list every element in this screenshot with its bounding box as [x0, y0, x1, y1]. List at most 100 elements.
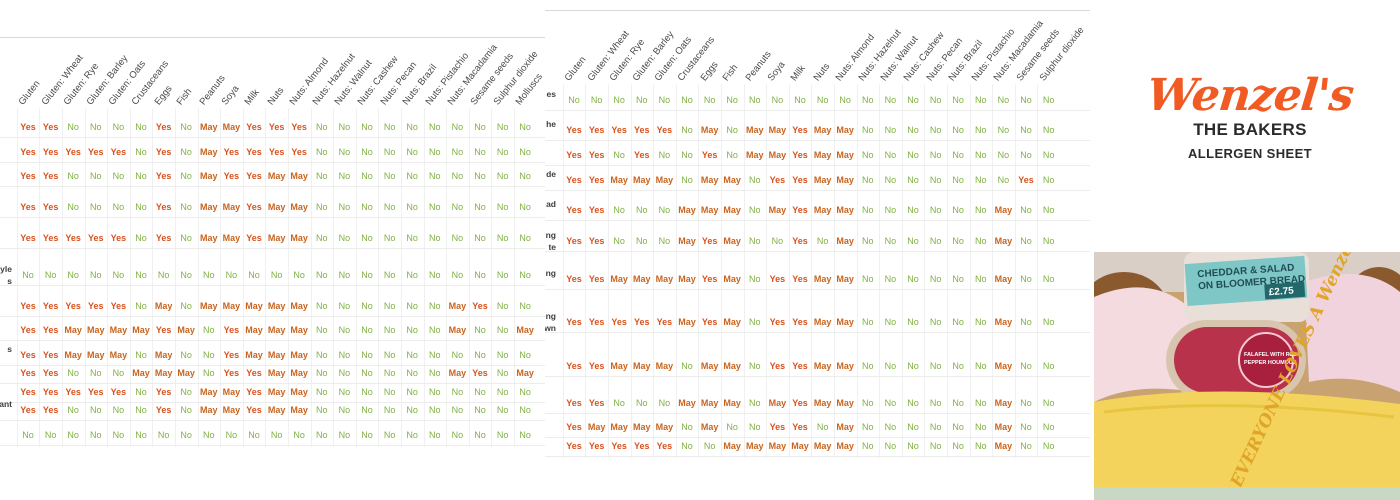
allergen-cell: May [154, 301, 173, 311]
column-divider [1037, 84, 1039, 458]
allergen-cell: Yes [20, 301, 36, 311]
allergen-cell: No [180, 430, 192, 440]
allergen-cell: No [952, 95, 964, 105]
allergen-cell: May [655, 361, 674, 371]
column-header: Fish [720, 62, 741, 84]
table-row-divider [545, 332, 1090, 333]
allergen-cell: No [316, 387, 328, 397]
allergen-cell: May [290, 233, 308, 243]
allergen-cell: No [383, 325, 396, 335]
allergen-cell: No [636, 205, 648, 215]
allergen-cell: No [44, 270, 57, 280]
allergen-cell: No [929, 274, 942, 284]
column-divider [152, 108, 154, 447]
allergen-cell: No [429, 405, 441, 415]
allergen-cell: May [290, 405, 308, 415]
row-label: ing wn [545, 311, 556, 333]
allergen-cell: No [429, 202, 441, 212]
allergen-cell: May [655, 175, 674, 185]
allergen-cell: No [451, 350, 464, 360]
allergen-cell: No [112, 270, 125, 280]
allergen-cell: No [658, 150, 671, 160]
allergen-cell: Yes [110, 147, 127, 157]
column-divider [84, 108, 86, 447]
allergen-cell: Yes [42, 122, 59, 132]
allergen-cell: Yes [588, 150, 605, 160]
allergen-cell: No [383, 301, 396, 311]
allergen-cell: May [994, 236, 1013, 246]
allergen-cell: No [794, 95, 806, 105]
allergen-cell: No [1042, 175, 1055, 185]
allergen-cell: May [132, 325, 150, 335]
allergen-cell: No [338, 325, 351, 335]
allergen-cell: No [862, 236, 874, 246]
allergen-cell: No [975, 274, 987, 284]
allergen-cell: No [406, 430, 418, 440]
allergen-cell: Yes [792, 361, 808, 371]
allergen-cell: Yes [42, 405, 59, 415]
allergen-cell: No [1020, 441, 1032, 451]
allergen-cell: No [429, 171, 441, 181]
allergen-cell: May [813, 150, 832, 160]
allergen-cell: No [22, 430, 34, 440]
allergen-cell: No [975, 236, 987, 246]
allergen-cell: No [726, 150, 738, 160]
column-divider [833, 84, 835, 458]
allergen-cell: Yes [88, 147, 104, 157]
allergen-cell: Yes [588, 205, 605, 215]
allergen-cell: No [862, 398, 874, 408]
allergen-cell: May [516, 368, 534, 378]
allergen-cell: No [406, 202, 418, 212]
allergen-cell: No [383, 202, 396, 212]
allergen-cell: No [451, 430, 464, 440]
table-row-divider [0, 137, 545, 138]
allergen-cell: No [383, 122, 396, 132]
allergen-cell: No [429, 122, 441, 132]
column-divider [585, 84, 587, 458]
allergen-cell: No [862, 175, 874, 185]
allergen-cell: Yes [792, 274, 808, 284]
allergen-cell: Yes [110, 387, 127, 397]
allergen-cell: No [929, 205, 942, 215]
allergen-cell: No [496, 122, 509, 132]
table-row-divider [545, 413, 1090, 414]
allergen-cell: No [180, 122, 192, 132]
allergen-cell: No [658, 95, 671, 105]
allergen-cell: No [658, 398, 671, 408]
allergen-cell: No [681, 150, 693, 160]
allergen-cell: No [293, 270, 305, 280]
table-row-divider [0, 340, 545, 341]
allergen-cell: May [222, 122, 241, 132]
allergen-cell: May [200, 171, 218, 181]
allergen-cell: Yes [634, 317, 650, 327]
allergen-cell: May [177, 325, 195, 335]
allergen-cell: No [361, 325, 373, 335]
allergen-cell: No [338, 350, 351, 360]
allergen-cell: No [406, 368, 418, 378]
table-row-divider [0, 285, 545, 286]
allergen-cell: May [813, 317, 832, 327]
allergen-cell: Yes [155, 405, 172, 415]
column-divider [946, 84, 948, 458]
column-divider [265, 108, 267, 447]
allergen-cell: No [997, 95, 1010, 105]
allergen-cell: No [361, 171, 373, 181]
allergen-cell: No [613, 205, 625, 215]
allergen-cell: No [316, 430, 328, 440]
allergen-cell: No [884, 274, 897, 284]
allergen-cell: No [474, 270, 486, 280]
allergen-cell: No [406, 405, 418, 415]
allergen-cell: No [519, 122, 531, 132]
allergen-cell: Yes [20, 405, 36, 415]
allergen-cell: No [361, 202, 373, 212]
allergen-cell: No [658, 205, 671, 215]
allergen-cell: No [884, 317, 897, 327]
allergen-cell: No [929, 175, 942, 185]
allergen-cell: No [997, 175, 1010, 185]
allergen-cell: Yes [155, 387, 172, 397]
allergen-cell: May [64, 325, 82, 335]
allergen-cell: No [361, 430, 373, 440]
allergen-cell: No [112, 405, 125, 415]
allergen-cell: Yes [566, 422, 582, 432]
allergen-cell: May [290, 301, 308, 311]
